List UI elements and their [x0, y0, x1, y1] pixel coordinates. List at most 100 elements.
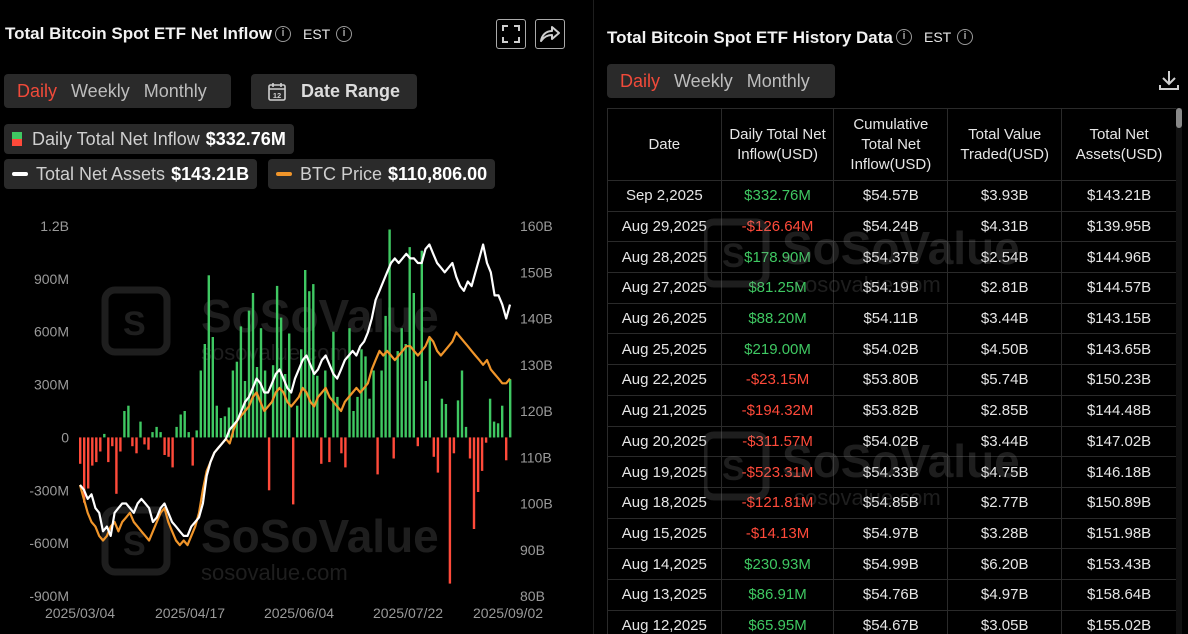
legend-btc[interactable]: BTC Price $110,806.00: [268, 159, 496, 189]
table-row[interactable]: Aug 27,2025 $81.25M $54.19B $2.81B $144.57B: [607, 272, 1177, 304]
inflow-bar[interactable]: [187, 432, 190, 438]
col-net-assets[interactable]: Total Net Assets(USD): [1061, 108, 1177, 181]
inflow-bar[interactable]: [219, 418, 223, 438]
inflow-bar[interactable]: [364, 356, 367, 438]
inflow-bar[interactable]: [215, 405, 218, 438]
inflow-bar[interactable]: [199, 370, 202, 438]
inflow-bar[interactable]: [424, 381, 427, 438]
inflow-bar[interactable]: [243, 381, 247, 438]
inflow-bar[interactable]: [87, 437, 90, 489]
inflow-bar[interactable]: [484, 437, 488, 443]
table-scroll-thumb[interactable]: [1176, 108, 1182, 128]
inflow-bar[interactable]: [336, 396, 339, 438]
inflow-bar[interactable]: [211, 337, 214, 438]
inflow-bar[interactable]: [444, 404, 448, 438]
legend-assets[interactable]: Total Net Assets $143.21B: [4, 159, 258, 189]
inflow-bar[interactable]: [195, 430, 198, 438]
inflow-bar[interactable]: [207, 275, 210, 438]
date-range-button[interactable]: 12 Date Range: [251, 74, 417, 109]
inflow-bar[interactable]: [95, 437, 98, 463]
inflow-bar[interactable]: [420, 250, 423, 438]
col-cumulative[interactable]: Cumulative Total Net Inflow(USD): [833, 108, 949, 181]
inflow-bar[interactable]: [501, 405, 504, 438]
inflow-bar[interactable]: [436, 437, 440, 473]
inflow-bar[interactable]: [99, 437, 102, 452]
info-icon[interactable]: i: [275, 26, 291, 42]
inflow-bar[interactable]: [251, 293, 255, 438]
inflow-bar[interactable]: [239, 326, 243, 438]
inflow-bar[interactable]: [360, 349, 363, 438]
col-value-traded[interactable]: Total Value Traded(USD): [947, 108, 1063, 181]
table-info-icon[interactable]: i: [896, 29, 912, 45]
inflow-bar[interactable]: [324, 370, 327, 438]
inflow-bar[interactable]: [464, 426, 468, 438]
table-row[interactable]: Aug 14,2025 $230.93M $54.99B $6.20B $153.43B: [607, 548, 1177, 580]
inflow-bar[interactable]: [139, 421, 142, 438]
inflow-bar[interactable]: [412, 293, 415, 438]
inflow-bar[interactable]: [344, 437, 347, 468]
inflow-bar[interactable]: [131, 437, 134, 447]
inflow-bar[interactable]: [480, 437, 484, 471]
inflow-bar[interactable]: [151, 432, 154, 438]
inflow-bar[interactable]: [472, 437, 476, 529]
table-row[interactable]: Aug 21,2025 -$194.32M $53.82B $2.85B $144.48…: [607, 394, 1177, 427]
inflow-bar[interactable]: [468, 437, 472, 459]
inflow-bar[interactable]: [488, 398, 492, 438]
inflow-bar[interactable]: [448, 437, 452, 584]
inflow-bar[interactable]: [127, 405, 130, 438]
inflow-bar[interactable]: [408, 247, 411, 438]
inflow-bar[interactable]: [267, 437, 271, 491]
inflow-bar[interactable]: [179, 414, 182, 438]
inflow-bar[interactable]: [231, 370, 235, 438]
inflow-bar[interactable]: [320, 437, 323, 464]
inflow-bar[interactable]: [352, 411, 355, 438]
table-timezone-info-icon[interactable]: i: [957, 29, 973, 45]
inflow-bar[interactable]: [440, 398, 444, 438]
table-tab-weekly[interactable]: Weekly: [674, 70, 733, 91]
inflow-bar[interactable]: [155, 426, 158, 438]
inflow-bar[interactable]: [235, 361, 239, 438]
table-tab-daily[interactable]: Daily: [620, 70, 661, 91]
inflow-bar[interactable]: [183, 411, 186, 438]
inflow-bar[interactable]: [83, 437, 86, 503]
inflow-bar[interactable]: [159, 432, 162, 438]
inflow-bar[interactable]: [79, 437, 82, 464]
inflow-bar[interactable]: [328, 437, 331, 463]
inflow-bar[interactable]: [288, 333, 291, 438]
inflow-bar[interactable]: [452, 437, 456, 454]
share-icon[interactable]: [535, 19, 565, 49]
inflow-bar[interactable]: [388, 229, 391, 438]
fullscreen-icon[interactable]: [496, 19, 526, 49]
inflow-bar[interactable]: [284, 374, 287, 438]
inflow-bar[interactable]: [223, 416, 227, 438]
inflow-bar[interactable]: [332, 331, 335, 438]
inflow-bar[interactable]: [107, 437, 110, 463]
table-row[interactable]: Aug 20,2025 -$311.57M $54.02B $3.44B $147.02…: [607, 425, 1177, 458]
inflow-bar[interactable]: [432, 437, 435, 457]
inflow-bar[interactable]: [404, 344, 407, 438]
inflow-bar[interactable]: [380, 370, 383, 438]
tab-monthly[interactable]: Monthly: [143, 80, 207, 101]
table-row[interactable]: Aug 15,2025 -$14.13M $54.97B $3.28B $151.98B: [607, 517, 1177, 550]
table-row[interactable]: Aug 18,2025 -$121.81M $54.85B $2.77B $150.89…: [607, 486, 1177, 519]
inflow-bar[interactable]: [505, 437, 508, 461]
inflow-bar[interactable]: [147, 437, 150, 450]
inflow-bar[interactable]: [115, 437, 118, 494]
inflow-bar[interactable]: [227, 407, 231, 438]
inflow-bar[interactable]: [111, 437, 114, 447]
inflow-bar[interactable]: [368, 398, 371, 438]
table-row[interactable]: Aug 19,2025 -$523.31M $54.33B $4.75B $146.18…: [607, 456, 1177, 488]
table-row[interactable]: Aug 13,2025 $86.91M $54.76B $4.97B $158.64B: [607, 578, 1177, 611]
inflow-bar[interactable]: [143, 437, 146, 445]
inflow-bar[interactable]: [171, 437, 174, 468]
inflow-bar[interactable]: [372, 370, 375, 438]
inflow-bar[interactable]: [123, 411, 126, 438]
table-row[interactable]: Sep 2,2025 $332.76M $54.57B $3.93B $143.21B: [607, 180, 1177, 212]
tab-weekly[interactable]: Weekly: [71, 80, 130, 101]
inflow-bar[interactable]: [135, 437, 138, 454]
table-row[interactable]: Aug 25,2025 $219.00M $54.02B $4.50B $143.65B: [607, 333, 1177, 366]
inflow-bar[interactable]: [167, 437, 170, 457]
inflow-bar[interactable]: [396, 351, 399, 438]
inflow-bar[interactable]: [91, 437, 94, 466]
inflow-bar[interactable]: [496, 423, 500, 438]
